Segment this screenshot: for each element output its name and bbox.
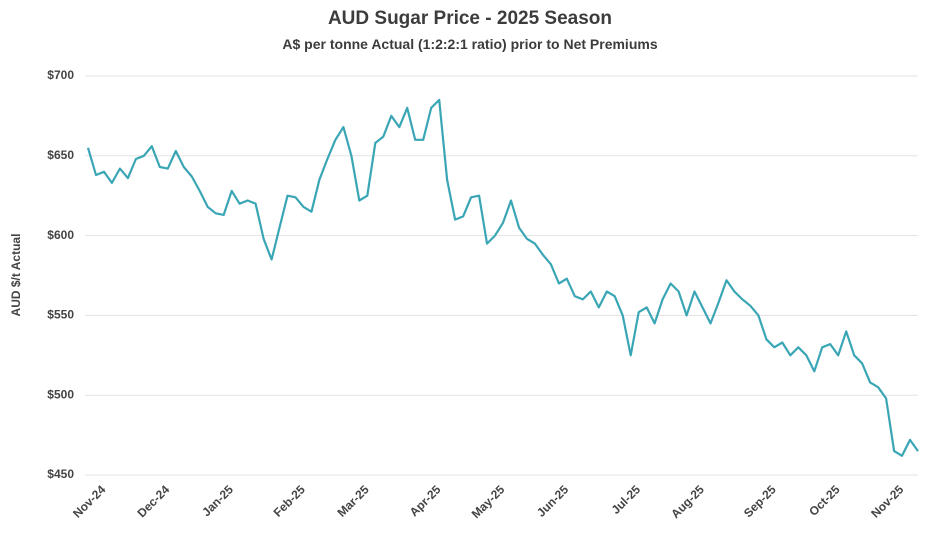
y-tick-label: $500	[47, 387, 74, 401]
y-tick-label: $650	[47, 148, 74, 162]
price-line	[86, 98, 919, 457]
y-tick-label: $550	[47, 308, 74, 322]
x-tick-label: Mar-25	[334, 482, 371, 519]
y-tick-label: $700	[47, 68, 74, 82]
x-tick-label: Jul-25	[609, 482, 644, 517]
x-tick-label: Jun-25	[534, 482, 571, 519]
y-tick-label: $450	[47, 467, 74, 481]
x-tick-label: May-25	[469, 482, 508, 521]
x-tick-label: Jan-25	[199, 482, 236, 519]
chart-title: AUD Sugar Price - 2025 Season	[328, 8, 612, 29]
y-axis-label: AUD $/t Actual	[9, 234, 23, 317]
x-tick-label: Nov-24	[70, 482, 108, 520]
x-tick-label: Sep-25	[741, 482, 779, 520]
x-tick-label: Aug-25	[668, 482, 707, 521]
y-tick-label: $600	[47, 228, 74, 242]
chart-subtitle: A$ per tonne Actual (1:2:2:1 ratio) prio…	[282, 36, 657, 52]
x-tick-label: Apr-25	[407, 482, 444, 519]
x-tick-label: Nov-25	[868, 482, 906, 520]
x-tick-label: Oct-25	[806, 482, 843, 519]
x-tick-label: Feb-25	[271, 482, 308, 519]
x-tick-label: Dec-24	[134, 482, 172, 520]
